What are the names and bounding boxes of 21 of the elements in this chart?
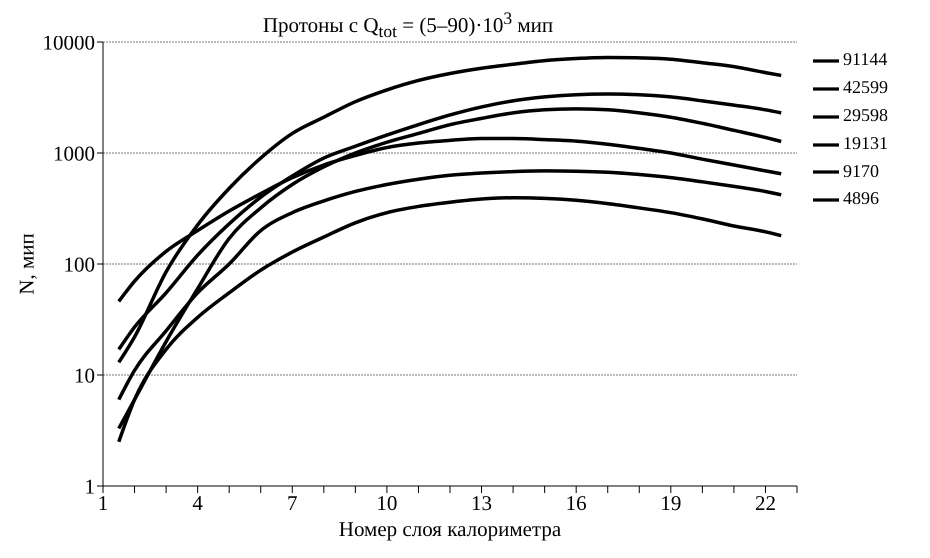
x-tick-label: 7 [287,490,298,515]
legend-label: 9170 [843,160,879,180]
legend-label: 42599 [843,76,888,97]
x-tick-label: 22 [754,490,776,515]
y-tick-label: 10 [74,363,95,388]
y-tick-label: 100 [64,252,95,276]
y-axis-title: N, мип [14,233,38,295]
x-axis-title: Номер слоя калориметра [338,517,562,541]
x-tick-label: 13 [471,490,492,515]
y-tick-label: 1000 [53,141,95,166]
legend-label: 91144 [843,49,888,69]
y-tick-label: 1 [84,474,95,498]
x-tick-label: 19 [660,490,682,515]
x-tick-label: 4 [192,490,204,515]
chart-title: Протоны с Q$_{tot}$ = (5–90)·10$^{3}$ мип [262,8,554,42]
x-tick-label: 10 [376,490,398,515]
legend-label: 4896 [843,188,879,208]
legend-label: 19131 [843,132,888,153]
x-tick-label: 16 [566,490,587,515]
legend-label: 29598 [843,104,888,125]
line-series [117,56,783,364]
